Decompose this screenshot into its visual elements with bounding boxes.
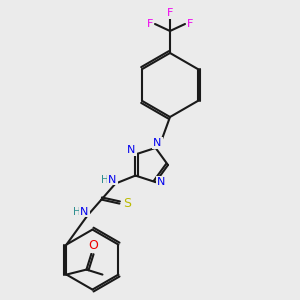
Text: F: F — [167, 8, 173, 18]
Text: N: N — [108, 175, 117, 184]
Text: N: N — [80, 207, 88, 217]
Text: N: N — [158, 177, 166, 187]
Text: N: N — [127, 146, 136, 155]
Text: H: H — [73, 207, 80, 217]
Text: S: S — [123, 197, 131, 210]
Text: H: H — [100, 175, 108, 184]
Text: O: O — [88, 239, 98, 252]
Text: F: F — [187, 19, 193, 29]
Text: N: N — [153, 138, 162, 148]
Text: F: F — [147, 19, 153, 29]
